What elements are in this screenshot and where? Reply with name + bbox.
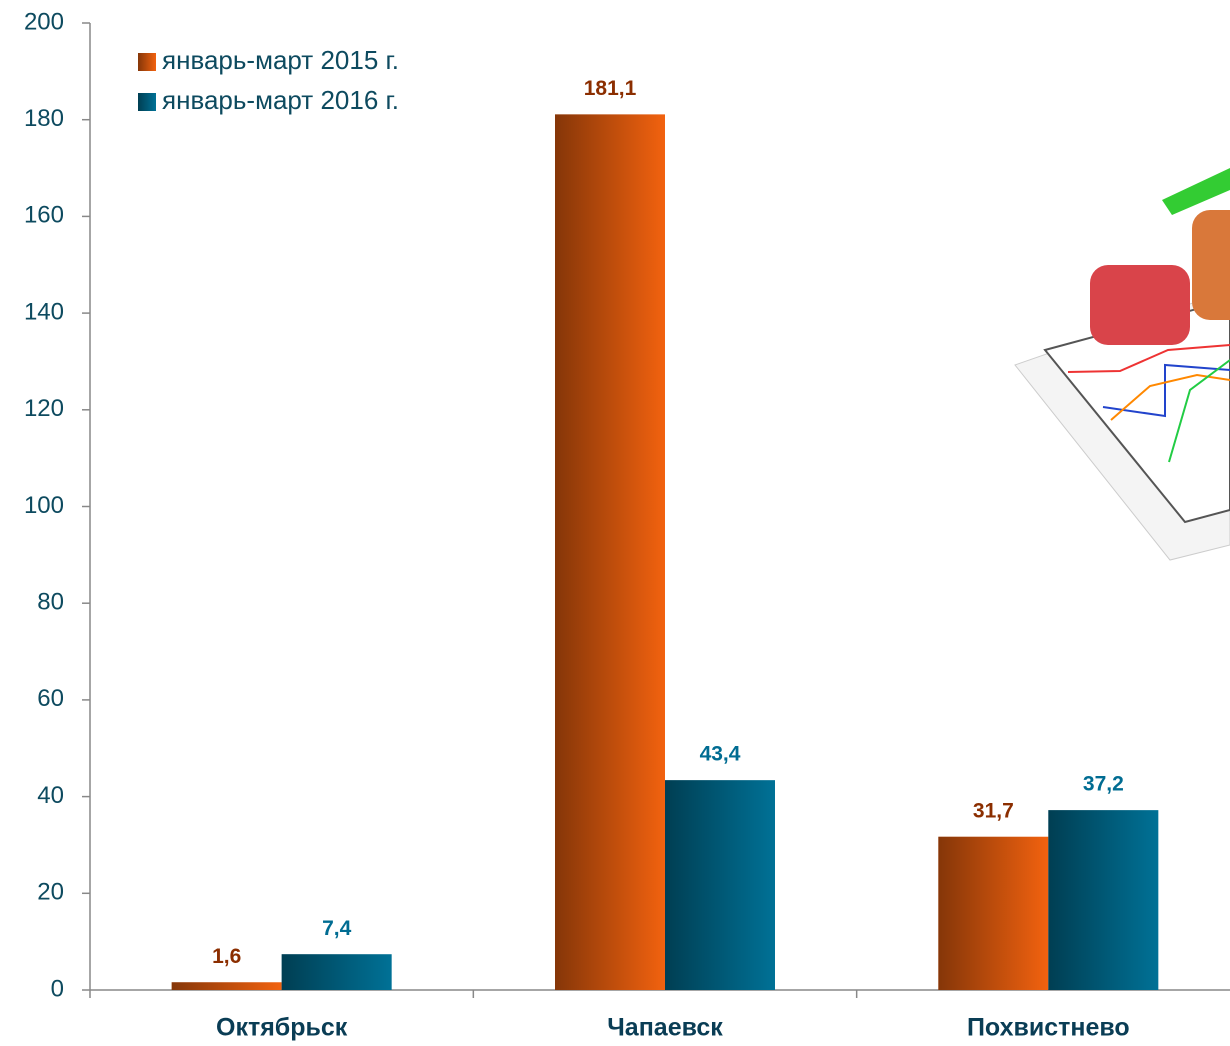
bar-shade [171,982,282,990]
value-label: 181,1 [584,77,637,100]
y-tick-label: 140 [24,298,64,325]
value-label: 1,6 [212,945,241,968]
x-tick-label: Чапаевск [607,1014,723,1042]
y-tick-label: 40 [37,782,64,809]
x-tick-label: Похвистнево [967,1014,1130,1042]
legend-label: январь-март 2016 г. [162,85,399,115]
y-tick-label: 200 [24,8,64,35]
bar-shade [938,836,1049,990]
y-tick-label: 120 [24,395,64,422]
decoration [1014,168,1230,561]
y-tick-label: 160 [24,202,64,229]
value-label: 43,4 [700,743,741,766]
legend-swatch-shade [138,93,156,111]
legend-label: январь-март 2015 г. [162,45,399,75]
y-tick-label: 180 [24,105,64,132]
value-label: 37,2 [1083,773,1124,796]
bar-shade [281,954,392,990]
y-tick-label: 0 [51,975,64,1002]
bar-shade [1048,810,1159,990]
legend-swatch-shade [138,53,156,71]
y-tick-label: 60 [37,685,64,712]
value-label: 31,7 [973,799,1014,822]
x-tick-label: Октябрьск [216,1014,348,1042]
y-tick-label: 80 [37,589,64,616]
value-label: 7,4 [322,917,352,940]
bar-shade [665,780,775,990]
y-tick-label: 100 [24,492,64,519]
bar-shade [555,114,665,991]
y-tick-label: 20 [37,879,64,906]
